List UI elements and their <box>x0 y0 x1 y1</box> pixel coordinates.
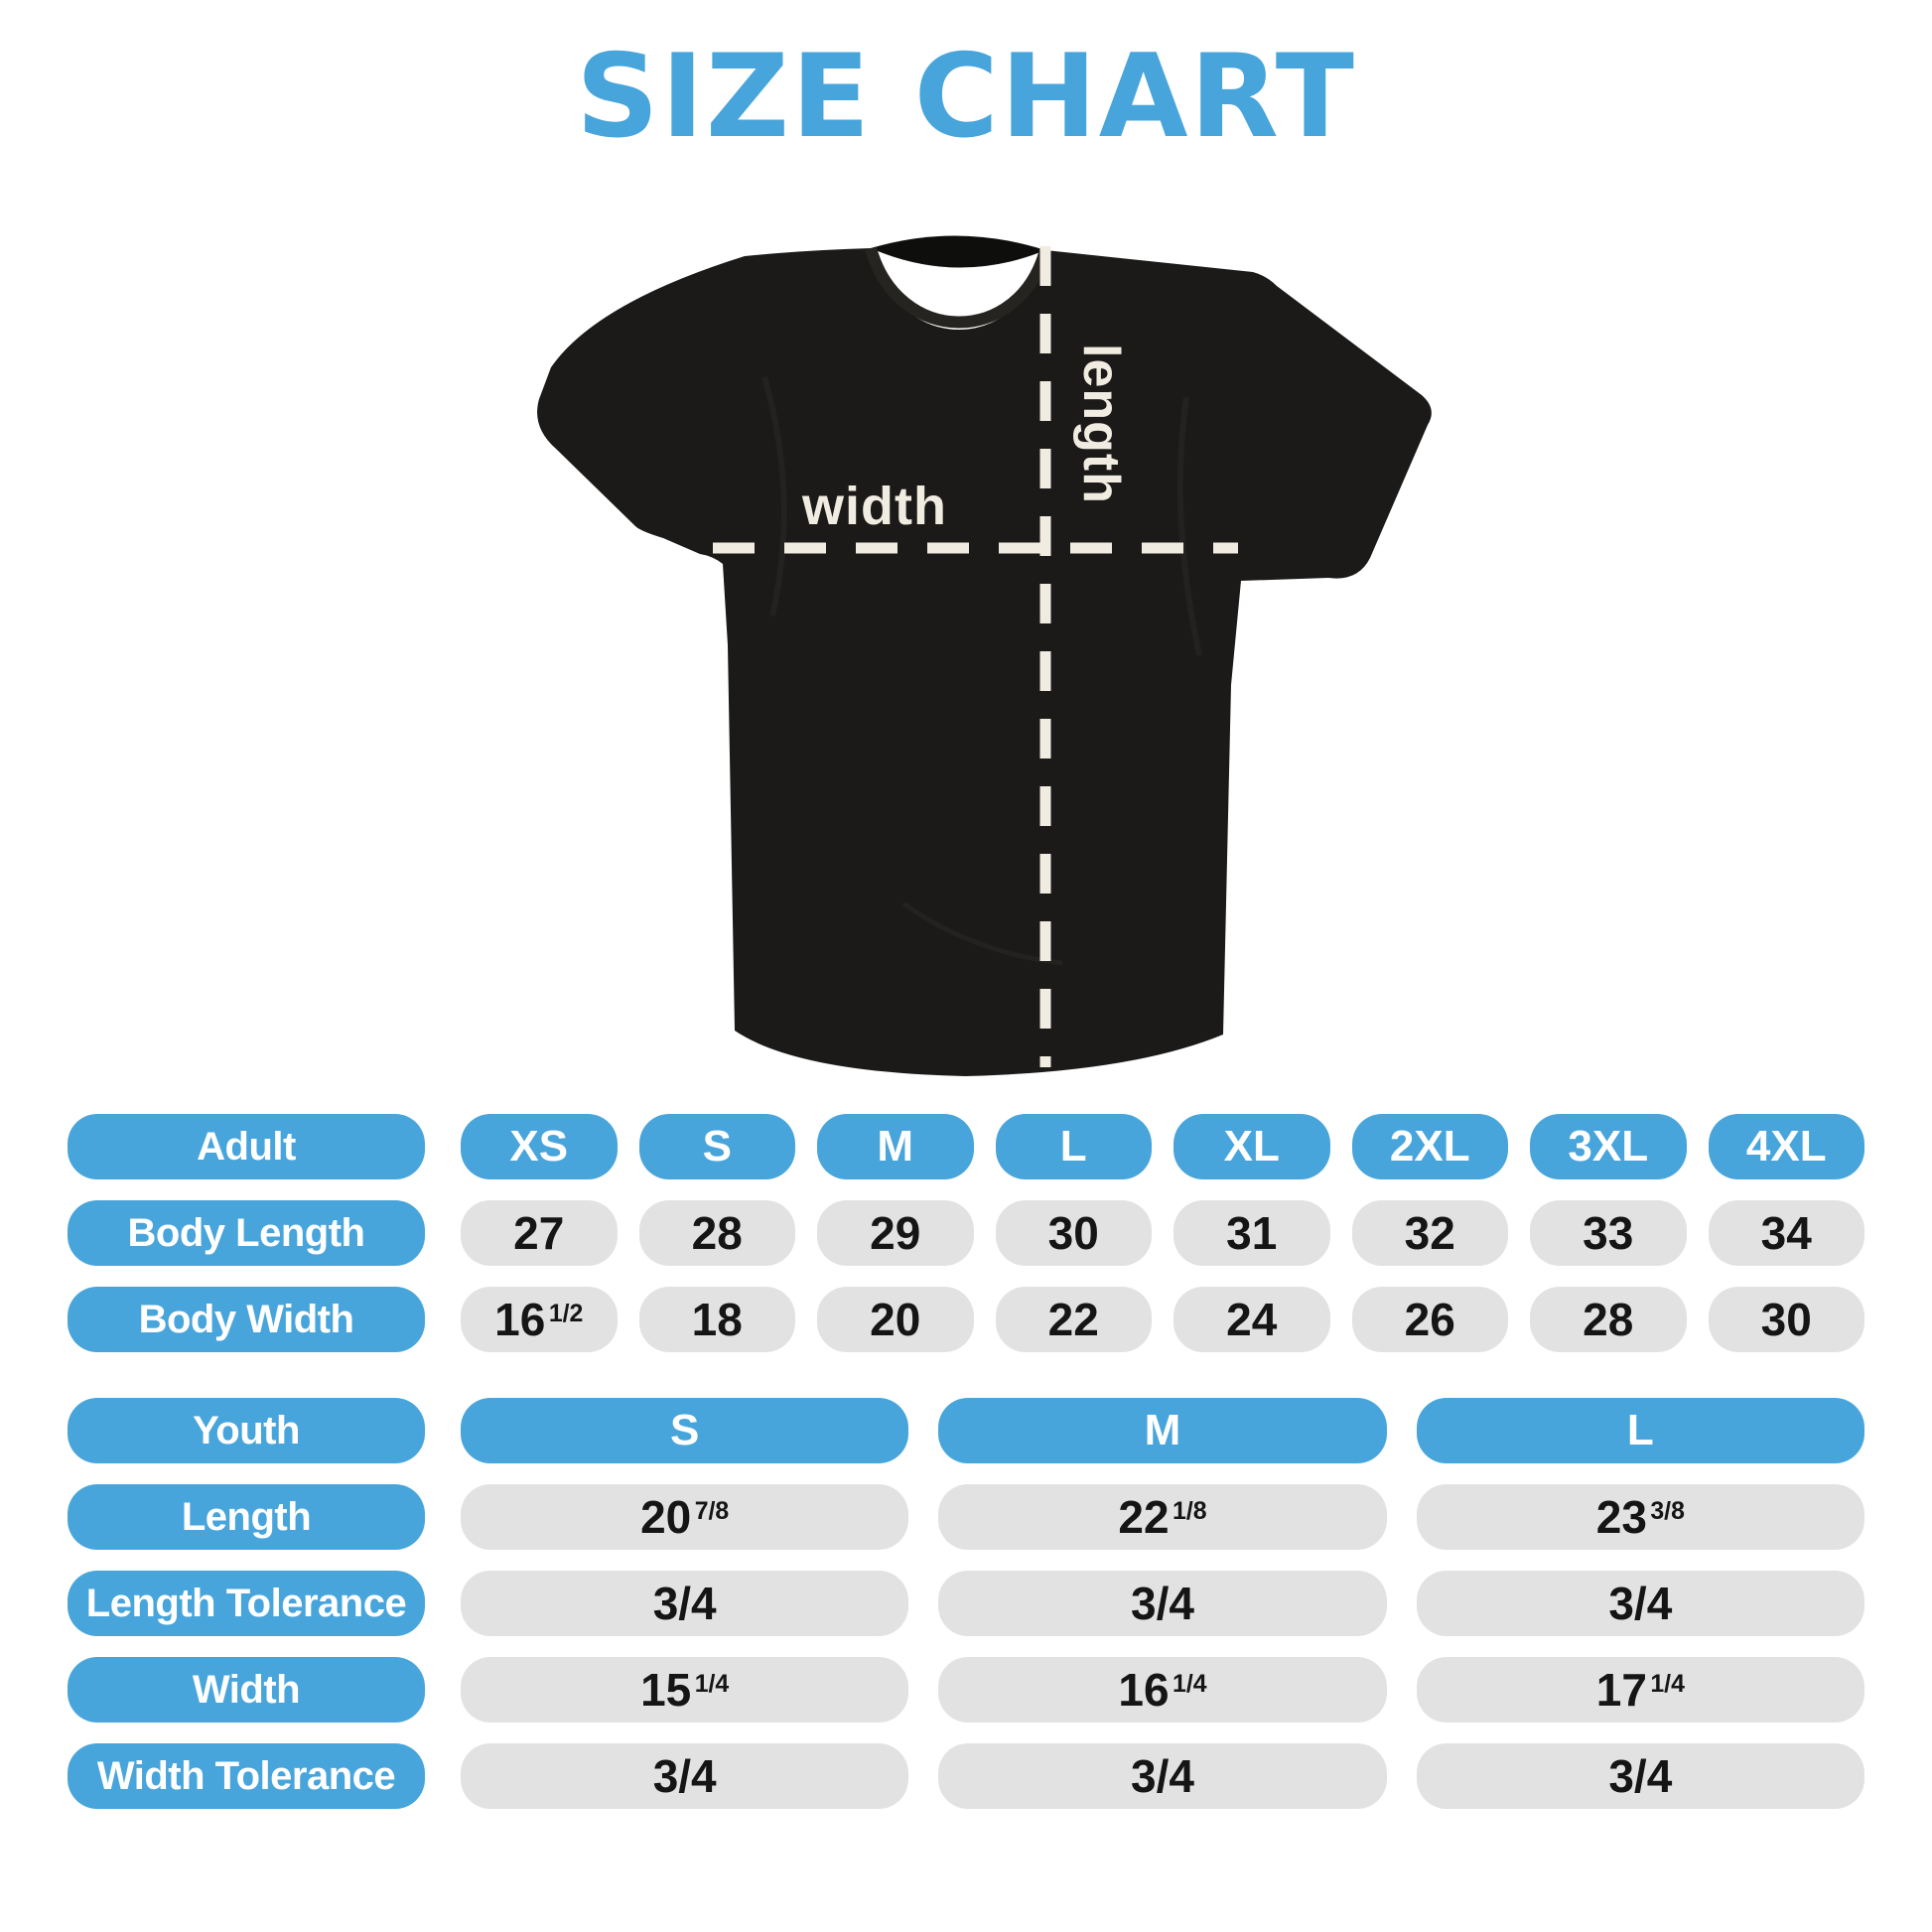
size-header-pill: S <box>461 1398 909 1463</box>
row-label-pill: Length Tolerance <box>68 1571 425 1636</box>
value-pill: 28 <box>1530 1287 1687 1352</box>
value-pill: 30 <box>1708 1287 1864 1352</box>
table-row: Body Length 27 28 29 30 31 32 33 34 <box>68 1200 1864 1266</box>
value-pill: 27 <box>461 1200 618 1266</box>
page-title: SIZE CHART <box>576 30 1356 164</box>
row-label-pill: Width <box>68 1657 425 1723</box>
value-pill: 17 1/4 <box>1416 1657 1864 1723</box>
value-pill: 24 <box>1173 1287 1330 1352</box>
table-row: Width 15 1/4 16 1/4 17 1/4 <box>68 1657 1864 1723</box>
table-row: Body Width 16 1/2 18 20 22 24 26 28 30 <box>68 1287 1864 1352</box>
size-header-pill: M <box>817 1114 974 1179</box>
size-header-pill: XL <box>1173 1114 1330 1179</box>
value-pill: 28 <box>638 1200 795 1266</box>
row-values: XS S M L XL 2XL 3XL 4XL <box>461 1114 1864 1179</box>
value-pill: 34 <box>1708 1200 1864 1266</box>
value-pill: 3/4 <box>938 1743 1387 1809</box>
value-pill: 20 <box>817 1287 974 1352</box>
value-pill: 3/4 <box>461 1743 909 1809</box>
value-pill: 22 <box>995 1287 1152 1352</box>
row-label-pill: Body Width <box>68 1287 425 1352</box>
tshirt-body-shape <box>537 248 1432 1076</box>
value-pill: 3/4 <box>1416 1743 1864 1809</box>
row-label-pill: Width Tolerance <box>68 1743 425 1809</box>
value-pill: 22 1/8 <box>938 1484 1387 1550</box>
row-label-pill: Length <box>68 1484 425 1550</box>
row-values: 20 7/8 22 1/8 23 3/8 <box>461 1484 1864 1550</box>
value-pill: 3/4 <box>461 1571 909 1636</box>
value-pill: 18 <box>638 1287 795 1352</box>
fraction: 1/4 <box>1173 1671 1207 1698</box>
fraction: 1/4 <box>1650 1671 1685 1698</box>
tshirt-collar <box>871 235 1045 268</box>
fabric-fold <box>1176 396 1202 656</box>
table-row: Width Tolerance 3/4 3/4 3/4 <box>68 1743 1864 1809</box>
value-pill: 26 <box>1351 1287 1508 1352</box>
size-header-pill: 2XL <box>1351 1114 1508 1179</box>
value-pill: 32 <box>1351 1200 1508 1266</box>
adult-size-table: Adult XS S M L XL 2XL 3XL 4XL Body Length 27 28 29 30… <box>68 1114 1864 1352</box>
row-values: 3/4 3/4 3/4 <box>461 1743 1864 1809</box>
fraction: 1/8 <box>1173 1498 1207 1525</box>
size-header-pill: 3XL <box>1530 1114 1687 1179</box>
size-header-pill: XS <box>461 1114 618 1179</box>
table-title-pill: Youth <box>68 1398 425 1463</box>
value-pill: 15 1/4 <box>461 1657 909 1723</box>
value-pill: 20 7/8 <box>461 1484 909 1550</box>
value-pill: 23 3/8 <box>1416 1484 1864 1550</box>
youth-size-table: Youth S M L Length 20 7/8 22 1/8 23 3/8 Length Tole… <box>68 1398 1864 1809</box>
value-pill: 31 <box>1173 1200 1330 1266</box>
row-values: 16 1/2 18 20 22 24 26 28 30 <box>461 1287 1864 1352</box>
row-label-pill: Body Length <box>68 1200 425 1266</box>
tshirt-measurement-diagram: width length <box>437 189 1489 1092</box>
row-values: 27 28 29 30 31 32 33 34 <box>461 1200 1864 1266</box>
value-pill: 16 1/4 <box>938 1657 1387 1723</box>
row-values: 3/4 3/4 3/4 <box>461 1571 1864 1636</box>
table-title-pill: Adult <box>68 1114 425 1179</box>
length-label: length <box>1072 344 1130 504</box>
size-header-pill: L <box>995 1114 1152 1179</box>
value-pill: 30 <box>995 1200 1152 1266</box>
value-pill: 3/4 <box>938 1571 1387 1636</box>
fraction: 1/2 <box>548 1301 584 1327</box>
fabric-fold <box>761 376 787 617</box>
value-pill: 33 <box>1530 1200 1687 1266</box>
value-pill: 16 1/2 <box>461 1287 618 1352</box>
fraction: 7/8 <box>694 1498 730 1525</box>
size-header-pill: L <box>1416 1398 1864 1463</box>
tshirt-graphic: width length <box>537 235 1432 1076</box>
table-row: Length 20 7/8 22 1/8 23 3/8 <box>68 1484 1864 1550</box>
size-header-pill: S <box>638 1114 795 1179</box>
table-row: Length Tolerance 3/4 3/4 3/4 <box>68 1571 1864 1636</box>
tshirt-collar-rib <box>865 246 1051 329</box>
table-header-row: Youth S M L <box>68 1398 1864 1463</box>
size-header-pill: M <box>938 1398 1387 1463</box>
fraction: 1/4 <box>694 1671 730 1698</box>
width-label: width <box>801 477 947 536</box>
value-pill: 3/4 <box>1416 1571 1864 1636</box>
value-pill: 29 <box>817 1200 974 1266</box>
table-header-row: Adult XS S M L XL 2XL 3XL 4XL <box>68 1114 1864 1179</box>
fraction: 3/8 <box>1650 1498 1685 1525</box>
size-header-pill: 4XL <box>1708 1114 1864 1179</box>
row-values: 15 1/4 16 1/4 17 1/4 <box>461 1657 1864 1723</box>
